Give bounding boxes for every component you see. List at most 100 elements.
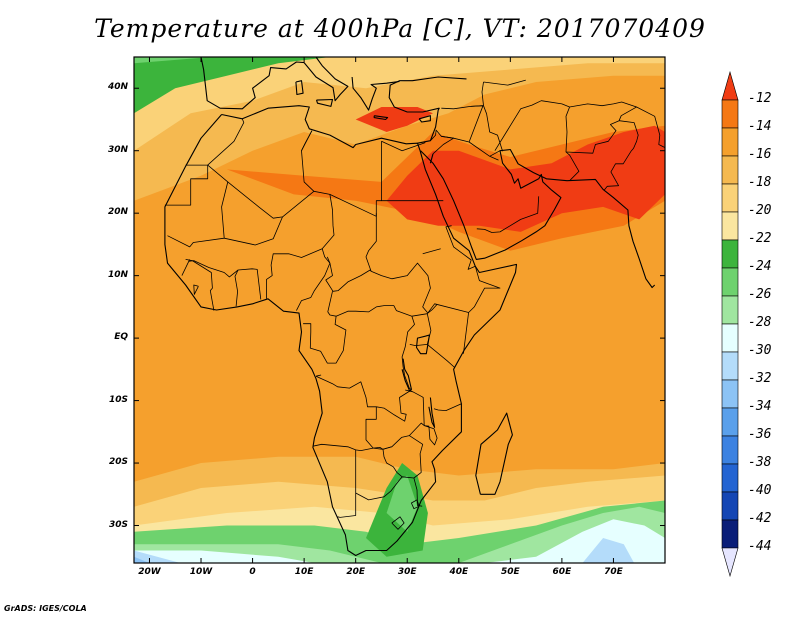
temperature-zone-deep_orange bbox=[386, 125, 665, 232]
country-border bbox=[426, 303, 470, 354]
country-border bbox=[315, 305, 415, 422]
colorbar-label: -28 bbox=[748, 315, 772, 330]
colorbar-label: -22 bbox=[748, 231, 772, 246]
colorbar-swatch bbox=[721, 183, 739, 213]
country-border bbox=[441, 81, 484, 110]
lon-label: 60E bbox=[552, 567, 572, 577]
colorbar bbox=[721, 70, 739, 578]
country-border bbox=[355, 435, 424, 501]
country-border bbox=[565, 101, 637, 154]
coastline bbox=[200, 57, 349, 110]
country-border bbox=[321, 194, 372, 292]
credit-label: GrADS: IGES/COLA bbox=[4, 604, 87, 613]
colorbar-under-arrow bbox=[721, 547, 739, 578]
country-border bbox=[365, 389, 425, 450]
lon-label: 10W bbox=[189, 567, 213, 577]
colorbar-swatch bbox=[721, 435, 739, 465]
country-border bbox=[315, 374, 322, 377]
colorbar-label: -36 bbox=[748, 427, 772, 442]
lon-label: 0 bbox=[249, 567, 256, 577]
coastline bbox=[164, 105, 518, 557]
colorbar-label: -12 bbox=[748, 91, 772, 106]
temperature-zone-light_yellow bbox=[134, 57, 665, 151]
colorbar-label: -44 bbox=[748, 539, 772, 554]
coastline bbox=[420, 148, 656, 289]
country-border bbox=[181, 259, 191, 276]
coastline bbox=[388, 76, 467, 144]
country-border bbox=[301, 130, 313, 151]
colorbar-swatch bbox=[721, 155, 739, 185]
colorbar-swatch bbox=[721, 519, 739, 549]
temperature-shading bbox=[134, 57, 665, 563]
coastline bbox=[315, 98, 334, 107]
country-border bbox=[476, 196, 540, 233]
colorbar-label: -30 bbox=[748, 343, 772, 358]
colorbar-swatch bbox=[721, 463, 739, 493]
country-border bbox=[296, 256, 331, 311]
lon-label: 50E bbox=[500, 567, 520, 577]
lat-label: 20N bbox=[107, 207, 128, 218]
lat-label: 10N bbox=[107, 269, 128, 280]
colorbar-swatch bbox=[721, 407, 739, 437]
country-border bbox=[312, 443, 384, 452]
coastline bbox=[418, 115, 431, 123]
country-border bbox=[494, 100, 570, 151]
colorbar-swatch bbox=[721, 99, 739, 129]
coastline bbox=[428, 397, 436, 428]
colorbar-swatch bbox=[721, 267, 739, 297]
country-border bbox=[427, 344, 455, 368]
country-border bbox=[382, 446, 403, 478]
country-border bbox=[483, 105, 503, 152]
colorbar-label: -14 bbox=[748, 119, 772, 134]
colorbar-label: -20 bbox=[748, 203, 772, 218]
lat-label: 40N bbox=[107, 82, 128, 93]
country-border bbox=[193, 284, 199, 295]
country-borders bbox=[164, 79, 665, 530]
country-border bbox=[411, 313, 432, 345]
coastline bbox=[475, 412, 513, 495]
map-frame bbox=[133, 56, 666, 564]
lat-label: 10S bbox=[108, 394, 128, 405]
colorbar-label: -16 bbox=[748, 147, 772, 162]
country-border bbox=[167, 181, 229, 248]
country-border bbox=[636, 106, 665, 148]
lon-label: 20W bbox=[138, 567, 161, 577]
country-border bbox=[422, 248, 441, 255]
lat-label: 20S bbox=[108, 457, 128, 468]
country-border bbox=[603, 120, 639, 191]
country-border bbox=[313, 141, 382, 217]
country-border bbox=[410, 499, 420, 510]
colorbar-swatch bbox=[721, 211, 739, 241]
colorbar-swatch bbox=[721, 379, 739, 409]
map-title: Temperature at 400hPa [C], VT: 201707040… bbox=[94, 14, 706, 43]
colorbar-label: -34 bbox=[748, 399, 772, 414]
colorbar-swatch bbox=[721, 239, 739, 269]
country-border bbox=[381, 140, 426, 152]
lon-label: 40E bbox=[449, 567, 469, 577]
colorbar-swatch bbox=[721, 323, 739, 353]
coastline bbox=[373, 115, 389, 121]
lat-label: EQ bbox=[114, 332, 128, 343]
colorbar-label: -38 bbox=[748, 455, 772, 470]
colorbar-swatch bbox=[721, 491, 739, 521]
country-border bbox=[337, 449, 357, 518]
colorbar-swatch bbox=[721, 351, 739, 381]
country-border bbox=[445, 225, 501, 313]
lon-label: 20E bbox=[346, 567, 366, 577]
country-border bbox=[224, 216, 283, 246]
lat-label: 30N bbox=[107, 144, 128, 155]
temperature-zone-green bbox=[134, 57, 330, 114]
colorbar-label: -42 bbox=[748, 511, 772, 526]
temperature-zone-deep_orange bbox=[355, 107, 433, 132]
colorbar-label: -24 bbox=[748, 259, 772, 274]
colorbar-label: -18 bbox=[748, 175, 772, 190]
lat-label: 30S bbox=[108, 519, 128, 530]
lon-label: 70E bbox=[604, 567, 623, 577]
coastline bbox=[401, 358, 412, 392]
temperature-zone-light_green bbox=[386, 475, 418, 532]
coastline bbox=[295, 80, 304, 96]
temperature-zone-cyan bbox=[134, 550, 315, 563]
country-border bbox=[266, 264, 273, 299]
country-border bbox=[433, 403, 462, 412]
